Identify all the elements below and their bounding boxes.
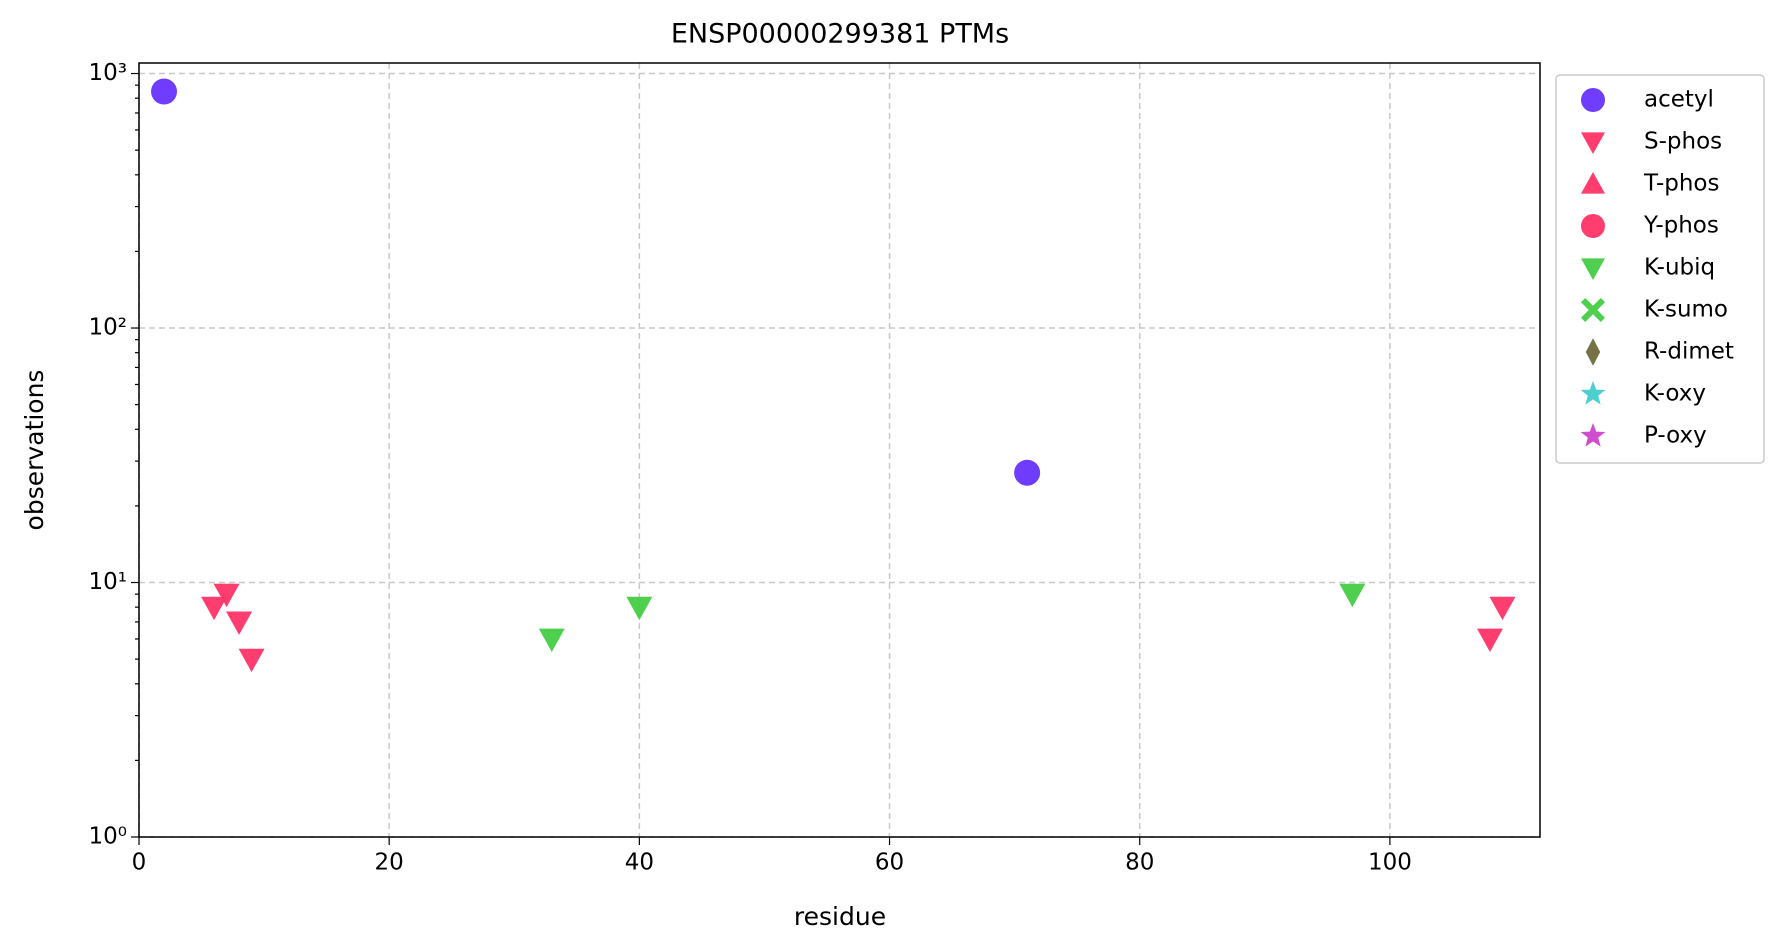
legend-label: K-sumo — [1644, 297, 1728, 323]
chart-title: ENSP00000299381 PTMs — [671, 19, 1009, 50]
legend-label: K-ubiq — [1644, 255, 1715, 281]
data-point — [238, 648, 265, 673]
data-point — [1014, 459, 1041, 486]
y-tick-label: 10² — [89, 315, 128, 341]
data-point — [151, 78, 178, 105]
y-axis-label: observations — [20, 370, 49, 531]
y-tick-label: 10¹ — [89, 569, 128, 595]
legend-marker — [1580, 423, 1606, 447]
data-point — [1489, 596, 1516, 621]
legend-label: S-phos — [1644, 129, 1722, 155]
legend-marker — [1581, 132, 1605, 154]
x-tick-label: 100 — [1368, 850, 1412, 876]
plot-frame — [138, 62, 1541, 838]
data-point — [226, 611, 253, 635]
legend-label: R-dimet — [1644, 339, 1734, 365]
data-point — [1476, 628, 1503, 652]
x-tick-label: 20 — [375, 850, 404, 876]
legend-label: Y-phos — [1643, 213, 1719, 239]
data-point — [626, 596, 653, 621]
legend-box — [1555, 74, 1765, 464]
data-point — [538, 628, 565, 652]
y-tick-label: 10³ — [89, 60, 128, 86]
legend-label: K-oxy — [1644, 381, 1706, 407]
x-tick-label: 80 — [1125, 850, 1154, 876]
legend-label: P-oxy — [1644, 423, 1707, 449]
legend-marker — [1585, 338, 1601, 366]
legend-marker — [1581, 258, 1605, 280]
x-axis-label: residue — [794, 902, 886, 931]
legend-marker — [1581, 298, 1605, 322]
data-point — [201, 596, 228, 621]
legend-marker — [1581, 172, 1605, 194]
legend-marker — [1580, 381, 1606, 405]
x-tick-label: 40 — [625, 850, 654, 876]
x-tick-label: 60 — [875, 850, 904, 876]
legend-marker — [1581, 214, 1605, 238]
legend-label: T-phos — [1643, 171, 1719, 197]
data-point — [1339, 583, 1366, 608]
legend-label: acetyl — [1644, 87, 1714, 113]
y-tick-label: 10⁰ — [89, 824, 128, 850]
data-point — [213, 583, 240, 608]
legend-marker — [1581, 88, 1605, 112]
x-tick-label: 0 — [132, 850, 147, 876]
